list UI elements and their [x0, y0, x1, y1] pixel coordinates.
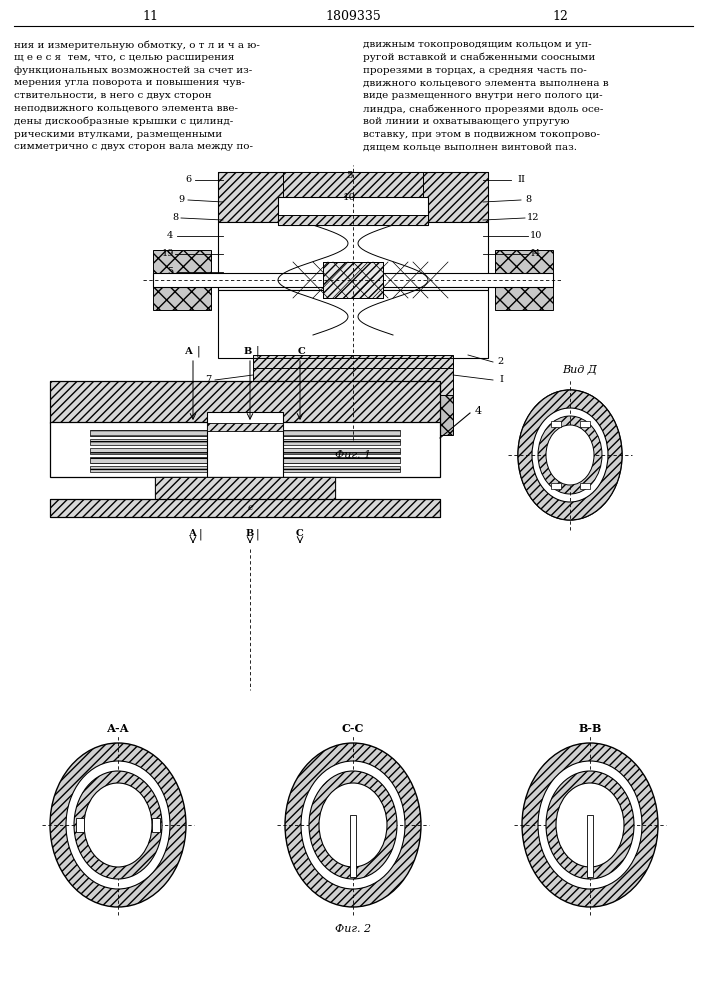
Bar: [90, 439, 400, 445]
Ellipse shape: [532, 408, 608, 502]
Bar: [155, 477, 335, 499]
Ellipse shape: [522, 743, 658, 907]
Bar: [50, 381, 440, 423]
Text: 10: 10: [342, 192, 356, 202]
Text: 12: 12: [527, 214, 539, 223]
Text: II: II: [517, 176, 525, 184]
Text: Фиг. 1: Фиг. 1: [335, 450, 371, 460]
Bar: [218, 172, 488, 222]
Text: В: В: [246, 530, 254, 538]
Bar: [253, 355, 453, 395]
Text: |: |: [255, 528, 259, 540]
Text: |: |: [198, 528, 201, 540]
Text: С-С: С-С: [341, 722, 364, 734]
Bar: [323, 262, 383, 298]
Ellipse shape: [285, 743, 421, 907]
Text: Вид Д: Вид Д: [563, 365, 597, 375]
Text: А: А: [185, 347, 193, 356]
Text: А: А: [189, 530, 197, 538]
Ellipse shape: [546, 771, 634, 879]
Bar: [207, 412, 283, 477]
Text: движным токопроводящим кольцом и уп-
ругой вставкой и снабженными соосными
проре: движным токопроводящим кольцом и уп- руг…: [363, 40, 609, 152]
Bar: [580, 421, 590, 427]
Text: 12: 12: [552, 9, 568, 22]
Bar: [218, 290, 488, 358]
Bar: [580, 483, 590, 489]
Bar: [253, 358, 453, 368]
Bar: [90, 457, 400, 463]
Text: А-А: А-А: [107, 722, 129, 734]
Ellipse shape: [50, 743, 186, 907]
Text: 4: 4: [167, 232, 173, 240]
Ellipse shape: [309, 771, 397, 879]
Bar: [153, 250, 211, 310]
Text: 5: 5: [346, 172, 352, 180]
Ellipse shape: [74, 771, 162, 879]
Bar: [90, 448, 400, 454]
Bar: [50, 499, 440, 517]
Text: ния и измерительную обмотку, о т л и ч а ю-
щ е е с я  тем, что, с целью расшире: ния и измерительную обмотку, о т л и ч а…: [14, 40, 260, 151]
Bar: [50, 381, 440, 423]
Ellipse shape: [538, 761, 642, 889]
Text: e: e: [247, 502, 253, 512]
Text: Фиг. 2: Фиг. 2: [335, 924, 371, 934]
Bar: [428, 298, 468, 338]
Text: |: |: [196, 345, 200, 357]
Text: 6: 6: [185, 176, 191, 184]
Text: 8: 8: [525, 196, 531, 205]
Bar: [278, 215, 428, 225]
Text: 5: 5: [167, 267, 173, 276]
Bar: [587, 815, 593, 877]
Text: 2: 2: [498, 358, 504, 366]
Bar: [495, 250, 553, 310]
Bar: [50, 422, 440, 477]
Bar: [90, 466, 400, 472]
Ellipse shape: [556, 783, 624, 867]
Bar: [218, 222, 488, 290]
Bar: [278, 358, 428, 363]
Text: В: В: [244, 347, 252, 356]
Text: 10: 10: [530, 232, 542, 240]
Ellipse shape: [84, 783, 152, 867]
Bar: [278, 197, 428, 225]
Ellipse shape: [66, 761, 170, 889]
Text: 7: 7: [205, 375, 211, 384]
Bar: [238, 222, 278, 262]
Bar: [218, 172, 488, 222]
Text: 9: 9: [178, 196, 184, 205]
Ellipse shape: [546, 425, 594, 485]
Ellipse shape: [518, 390, 622, 520]
Bar: [76, 818, 84, 832]
Bar: [551, 483, 561, 489]
Text: 19: 19: [162, 249, 174, 258]
Bar: [155, 477, 335, 499]
Bar: [323, 262, 383, 298]
Ellipse shape: [319, 783, 387, 867]
Bar: [428, 222, 468, 262]
Bar: [350, 815, 356, 877]
Text: I: I: [499, 375, 503, 384]
Text: 1809335: 1809335: [325, 9, 381, 22]
Ellipse shape: [538, 416, 602, 494]
Bar: [90, 430, 400, 436]
Ellipse shape: [518, 390, 622, 520]
Bar: [253, 395, 453, 435]
Text: I4: I4: [531, 249, 541, 258]
Bar: [551, 421, 561, 427]
Ellipse shape: [301, 761, 405, 889]
Text: 11: 11: [142, 9, 158, 22]
Text: С: С: [296, 530, 304, 538]
Text: |: |: [255, 345, 259, 357]
Bar: [50, 499, 440, 517]
Bar: [153, 273, 553, 287]
Bar: [152, 818, 160, 832]
Text: С: С: [298, 347, 306, 356]
Bar: [283, 172, 423, 198]
Text: 4: 4: [474, 406, 481, 416]
Text: 8: 8: [172, 214, 178, 223]
Bar: [207, 423, 283, 431]
Text: В-В: В-В: [578, 722, 602, 734]
Bar: [238, 298, 278, 338]
